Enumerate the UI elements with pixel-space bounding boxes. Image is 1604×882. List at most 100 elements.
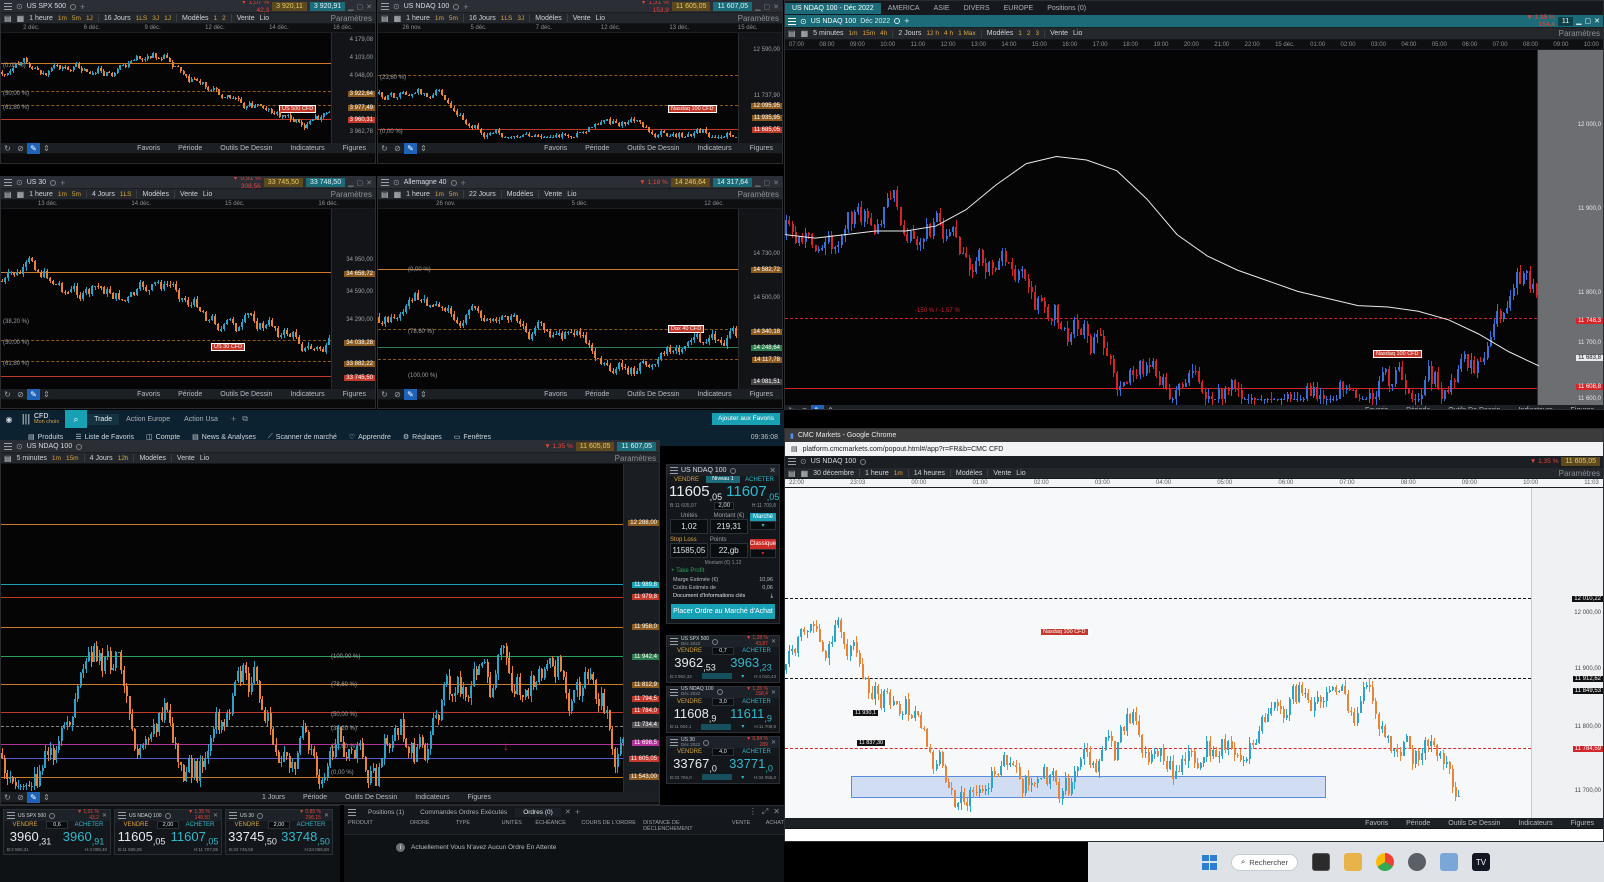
add-tab-button[interactable]: + — [60, 177, 66, 188]
stop-loss-label[interactable]: Stop Loss — [670, 537, 697, 543]
menu-periode[interactable]: Période — [1406, 406, 1431, 410]
menu-periode[interactable]: Période — [1406, 819, 1431, 827]
add-tab-button[interactable]: + — [80, 1, 86, 12]
crosshair-icon[interactable]: ⇕ — [420, 143, 427, 153]
bottom-quote-list[interactable]: US SPX 500 ▼ 1,01 % 43,2 ✕ VENDRE 0,6 ACH… — [0, 806, 340, 858]
menu-favoris[interactable]: Favoris — [1365, 406, 1389, 410]
menu-outils[interactable]: Outils De Dessin — [220, 390, 273, 398]
tf-opt-4h[interactable]: 4h — [880, 30, 888, 37]
chart-header-spx[interactable]: ⊙ US SPX 500 + ▼ 1,07 % 42,3 3 920,11 3 9… — [1, 1, 375, 14]
chrome-window[interactable]: ▮ CMC Markets - Google Chrome ▤ platform… — [784, 428, 1604, 842]
points-input[interactable]: 22,gb — [709, 543, 748, 558]
range-label[interactable]: 4 Jours — [91, 190, 115, 198]
layout-icon[interactable]: ▤ — [788, 29, 796, 38]
close-button[interactable]: ✕ — [773, 3, 779, 11]
minimize-button[interactable]: ▁ — [755, 3, 761, 11]
y-tag[interactable]: 11 784,59 — [1572, 746, 1603, 752]
y-tag-last[interactable]: 11 685,05 — [751, 127, 782, 133]
chart-plot-ger40[interactable]: 14 730,00 14 582,72 14 500,00 14 340,18 … — [378, 209, 782, 389]
timeframe-opt-1m[interactable]: 1m — [57, 14, 67, 22]
margin-row[interactable]: Marge Estimée (€) 10,96 — [667, 576, 779, 584]
chart-yaxis-spx[interactable]: 4 179,08 4 103,00 4 048,00 3 922,64 3 97… — [331, 33, 375, 143]
sell-toggle[interactable]: Vente — [1050, 30, 1069, 37]
chart-toolbar-ndq[interactable]: ▤ ▦ 1 heure 1m 5m 16 Jours 1LS 3J Modèle… — [378, 13, 782, 24]
chart-marker[interactable]: US 30 CFD — [211, 343, 246, 351]
close-button[interactable]: ✕ — [1594, 18, 1600, 25]
chart-marker[interactable]: Nasdaq 100 CFD — [668, 105, 717, 113]
pencil-icon[interactable]: ✎ — [404, 142, 417, 154]
settings-button[interactable]: Paramètres — [330, 13, 372, 23]
chart-menu-list[interactable]: 1 Jours Période Outils De Dessin Indicat… — [253, 792, 500, 803]
chart-menu-list[interactable]: Favoris Période Outils De Dessin Indicat… — [535, 389, 782, 400]
search-icon[interactable]: ⌕ — [65, 410, 88, 428]
models-button[interactable]: Modèles — [506, 190, 534, 198]
refresh-icon[interactable]: ↻ — [4, 792, 11, 802]
column-header[interactable]: PRODUIT — [348, 820, 373, 826]
nav-apprendre[interactable]: ♡ Apprendre — [348, 433, 391, 442]
classic-button[interactable]: Classique — [749, 539, 777, 549]
add-tab-button[interactable]: + — [230, 414, 237, 424]
column-header[interactable]: ÉCHÉANCE — [535, 820, 566, 826]
popout-chart-header[interactable]: ⊙ US NDAQ 100 ▼ 1,35 % 11 605,05 — [785, 456, 1603, 468]
sell-price[interactable]: 11608,9 — [673, 705, 717, 724]
quote-header[interactable]: US NDAQ 100 ▼ 1,35 % 148,50 ✕ — [115, 809, 221, 821]
market-button[interactable]: Marché — [750, 513, 776, 521]
y-tag[interactable]: 12 095,95 — [751, 103, 782, 109]
maximize-button[interactable]: ▢ — [763, 3, 771, 11]
range-opt-3[interactable]: 1J — [164, 14, 171, 22]
tab-trade[interactable]: Trade — [87, 413, 120, 425]
tab-asie[interactable]: ASIE — [933, 4, 950, 12]
orders-tab-strip[interactable]: Positions (1) Commandes Ordres Exécutés … — [344, 806, 784, 818]
menu-icon[interactable] — [4, 179, 12, 186]
main-chart-yaxis[interactable]: 12 000,0 11 900,0 11 800,0 11 748,3 11 7… — [1537, 50, 1603, 405]
close-icon[interactable]: ✕ — [323, 813, 329, 819]
menu-periode[interactable]: Période — [178, 390, 203, 398]
quote-header[interactable]: US NDAQ 100 Déc 2022 ▼ 1,35 % 158,4 ✕ — [667, 686, 779, 698]
column-header[interactable]: UNITÉS — [501, 820, 522, 826]
settings-button[interactable]: Paramètres — [1558, 468, 1600, 478]
search-icon[interactable] — [712, 638, 719, 645]
y-tag-last[interactable]: 3 960,31 — [347, 117, 375, 123]
search-icon[interactable] — [76, 443, 83, 450]
range-opt-4h[interactable]: 4 h — [944, 30, 954, 37]
chevron-down-icon[interactable]: ▾ — [741, 673, 745, 680]
nav-favoris[interactable]: ☰ Liste de Favoris — [75, 433, 135, 442]
tf-opt[interactable]: 5m — [448, 190, 458, 198]
bottom-quote-dock[interactable]: US SPX 500 ▼ 1,01 % 43,2 ✕ VENDRE 0,6 ACH… — [0, 805, 340, 882]
close-tab-icon[interactable]: ✕ — [564, 809, 571, 816]
y-tag[interactable]: 11 989,8 — [632, 582, 659, 588]
add-favourite-button[interactable]: Ajouter aux Favoris — [712, 413, 780, 425]
crosshair-icon[interactable]: ⇕ — [420, 389, 427, 399]
chart-panel-ger40[interactable]: ⊙ Allemagne 40 + ▼ 1,18 % 14 246,64 14 3… — [377, 176, 783, 409]
chart-tools-ger40[interactable]: ↻ ⊘ ✎ ⇕ Favoris Période Outils De Dessin… — [378, 388, 782, 400]
bid-price[interactable]: 14 246,64 — [670, 178, 710, 187]
buy-price[interactable]: 11607,05 — [170, 829, 219, 847]
menu-icon[interactable] — [229, 812, 237, 819]
add-tab-button[interactable]: + — [463, 1, 469, 12]
grid-icon[interactable]: ▦ — [393, 13, 402, 23]
expand-icon[interactable]: ⤢ — [761, 807, 769, 816]
order-ticket[interactable]: US NDAQ 100 ✕ VENDRE Niveau 1 ACHETER 11… — [666, 464, 780, 624]
chart-panel-spx[interactable]: ⊙ US SPX 500 + ▼ 1,07 % 42,3 3 920,11 3 9… — [0, 0, 376, 164]
crosshair-icon[interactable]: ⇕ — [43, 389, 50, 399]
chart-plot-us30[interactable]: 34 950,00 34 658,72 34 590,00 34 290,00 … — [1, 209, 375, 389]
models-button[interactable]: Modèles — [139, 454, 166, 462]
sell-price[interactable]: 33745,50 — [228, 829, 277, 847]
depth-bar[interactable] — [701, 723, 732, 730]
y-tag[interactable]: 11 794,5 — [632, 696, 659, 702]
menu-icon[interactable] — [348, 808, 356, 816]
orders-dock[interactable]: Positions (1) Commandes Ordres Exécutés … — [344, 805, 784, 882]
y-tag[interactable]: 11 812,9 — [632, 682, 659, 688]
search-icon[interactable] — [716, 689, 723, 696]
pencil-icon[interactable]: ✎ — [404, 388, 417, 400]
menu-periode[interactable]: Période — [178, 144, 203, 152]
popout-chart-yaxis[interactable]: 12 010,22 12 000,00 11 900,00 11 912,62 … — [1531, 488, 1603, 818]
chart-tools-us30[interactable]: ↻ ⊘ ✎ ⇕ Favoris Période Outils De Dessin… — [1, 388, 375, 400]
menu-favoris[interactable]: Favoris — [544, 144, 568, 152]
no-icon[interactable]: ⊘ — [394, 143, 401, 153]
y-tag-last[interactable]: 14 081,51 — [751, 379, 782, 385]
tf-opt-15m[interactable]: 15m — [862, 30, 876, 37]
chart-tools-ndq[interactable]: ↻ ⊘ ✎ ⇕ Favoris Période Outils De Dessin… — [378, 142, 782, 154]
menu-periode[interactable]: Période — [585, 390, 610, 398]
close-icon[interactable]: ✕ — [212, 813, 218, 819]
